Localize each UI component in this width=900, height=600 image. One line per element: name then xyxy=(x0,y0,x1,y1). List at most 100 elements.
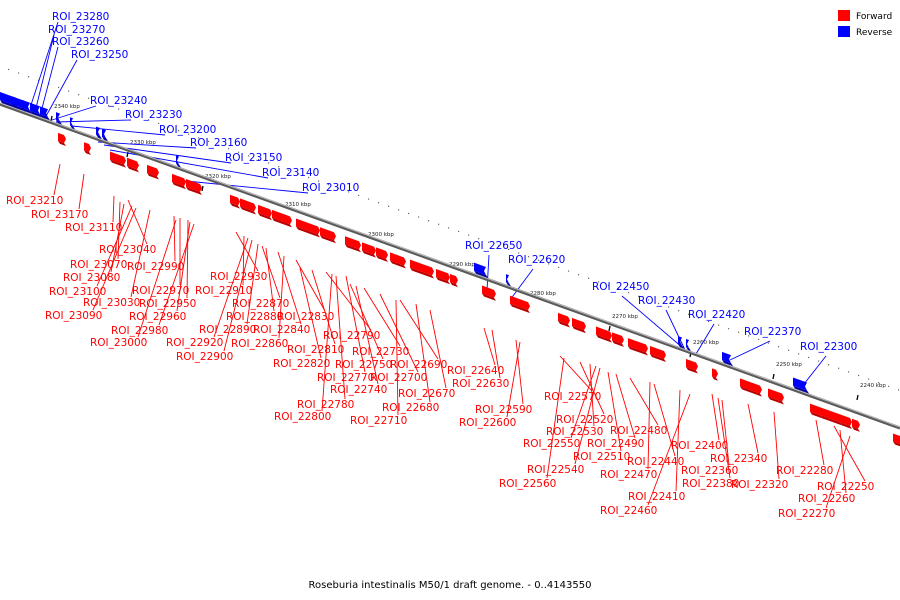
gene-shadow xyxy=(436,276,450,285)
tick-dot xyxy=(118,108,120,110)
tick-label: 2260 kbp xyxy=(693,340,719,346)
gene-label: ROI_22640 xyxy=(447,365,504,377)
gene-label: ROI_22800 xyxy=(274,411,331,423)
leader-line xyxy=(277,251,302,325)
forward-gene xyxy=(58,132,66,144)
gene-label: ROI_22830 xyxy=(277,311,334,323)
gene-label: ROI_23090 xyxy=(45,310,102,322)
leader-line xyxy=(71,125,166,136)
tick-dot xyxy=(208,140,210,143)
gene-label: ROI_22990 xyxy=(127,261,184,273)
gene-label: ROI_22460 xyxy=(600,505,657,517)
tick-dot xyxy=(518,252,520,254)
tick-dot xyxy=(158,122,160,125)
gene-shadow xyxy=(572,325,586,334)
tick-dot xyxy=(608,284,610,287)
gene-label: ROI_22810 xyxy=(287,344,344,356)
reverse-gene xyxy=(686,338,689,349)
forward-gene xyxy=(147,164,159,177)
leader-line xyxy=(55,119,132,123)
gene-label: ROI_23110 xyxy=(65,222,122,234)
leader-line xyxy=(803,355,827,385)
leader-line xyxy=(579,361,605,415)
leader-line xyxy=(213,237,249,338)
leader-line xyxy=(747,403,759,454)
gene-shadow xyxy=(820,415,842,426)
leader-line xyxy=(173,215,176,262)
gene-label: ROI_23010 xyxy=(302,182,359,194)
leader-line xyxy=(729,340,771,361)
gene-label: ROI_22540 xyxy=(527,464,584,476)
tick-dot xyxy=(808,356,810,359)
leader-line xyxy=(51,105,97,121)
tick-dot xyxy=(698,317,700,319)
gene-label: ROI_22670 xyxy=(398,388,455,400)
gene-label: ROI_23150 xyxy=(225,152,282,164)
tick-dot xyxy=(878,382,880,384)
gene-label: ROI_22590 xyxy=(475,404,532,416)
forward-gene xyxy=(240,198,256,212)
tick-dot xyxy=(328,184,330,186)
gene-label: ROI_22570 xyxy=(544,391,601,403)
gene-shadow xyxy=(102,136,108,142)
forward-gene xyxy=(320,227,336,241)
tick-dot xyxy=(578,274,580,276)
gene-label: ROI_22770 xyxy=(317,372,374,384)
gene-label: ROI_22780 xyxy=(297,399,354,411)
tick-dot xyxy=(798,353,800,355)
leader-line xyxy=(546,357,565,479)
gene-shadow xyxy=(740,386,762,397)
gene-shadow xyxy=(240,206,256,215)
reverse-gene xyxy=(30,102,40,115)
tick-dot xyxy=(758,338,760,341)
gene-shadow xyxy=(12,104,26,112)
gene-shadow xyxy=(176,163,181,168)
forward-gene xyxy=(436,268,450,282)
tick-dot xyxy=(468,234,470,236)
tick-dot xyxy=(148,119,150,121)
gene-shadow xyxy=(56,120,62,125)
reverse-gene xyxy=(102,128,106,139)
tick-dot xyxy=(748,335,750,337)
tick-dot xyxy=(418,216,420,218)
gene-label: ROI_22740 xyxy=(330,384,387,396)
tick-dot xyxy=(448,227,450,229)
tick-dot xyxy=(438,223,440,225)
gene-shadow xyxy=(852,426,860,432)
tick-dot xyxy=(58,86,60,89)
tick-dot xyxy=(628,292,630,294)
leader-line xyxy=(223,239,253,352)
leader-line xyxy=(839,429,847,494)
tick-dot xyxy=(898,389,900,391)
tick-dot xyxy=(618,288,620,290)
gene-label: ROI_22700 xyxy=(370,372,427,384)
tick-dot xyxy=(738,331,740,333)
gene-shadow xyxy=(127,165,139,173)
gene-label: ROI_22970 xyxy=(132,285,189,297)
gene-shadow xyxy=(110,159,126,168)
legend-forward-swatch xyxy=(838,10,850,21)
leader-line xyxy=(295,259,326,312)
gene-label: ROI_23170 xyxy=(31,209,88,221)
gene-label: ROI_22980 xyxy=(111,325,168,337)
tick-dot xyxy=(768,342,770,344)
gene-shadow xyxy=(40,114,50,121)
leader-line xyxy=(355,285,379,385)
tick-label: 2340 kbp xyxy=(54,104,80,110)
leader-line xyxy=(491,329,501,379)
gene-shadow xyxy=(96,134,102,139)
forward-gene xyxy=(510,295,530,311)
gene-label: ROI_22560 xyxy=(499,478,556,490)
leader-line xyxy=(559,355,593,392)
gene-shadow xyxy=(450,282,458,288)
gene-shadow xyxy=(186,186,202,195)
tick-label: 2250 kbp xyxy=(776,362,802,368)
gene-shadow xyxy=(410,267,434,279)
gene-shadow xyxy=(768,396,784,405)
tick-dot xyxy=(788,349,790,351)
tick-dot xyxy=(308,176,310,179)
gene-shadow xyxy=(376,255,388,262)
gene-shadow xyxy=(686,346,691,352)
leader-line xyxy=(349,283,384,360)
